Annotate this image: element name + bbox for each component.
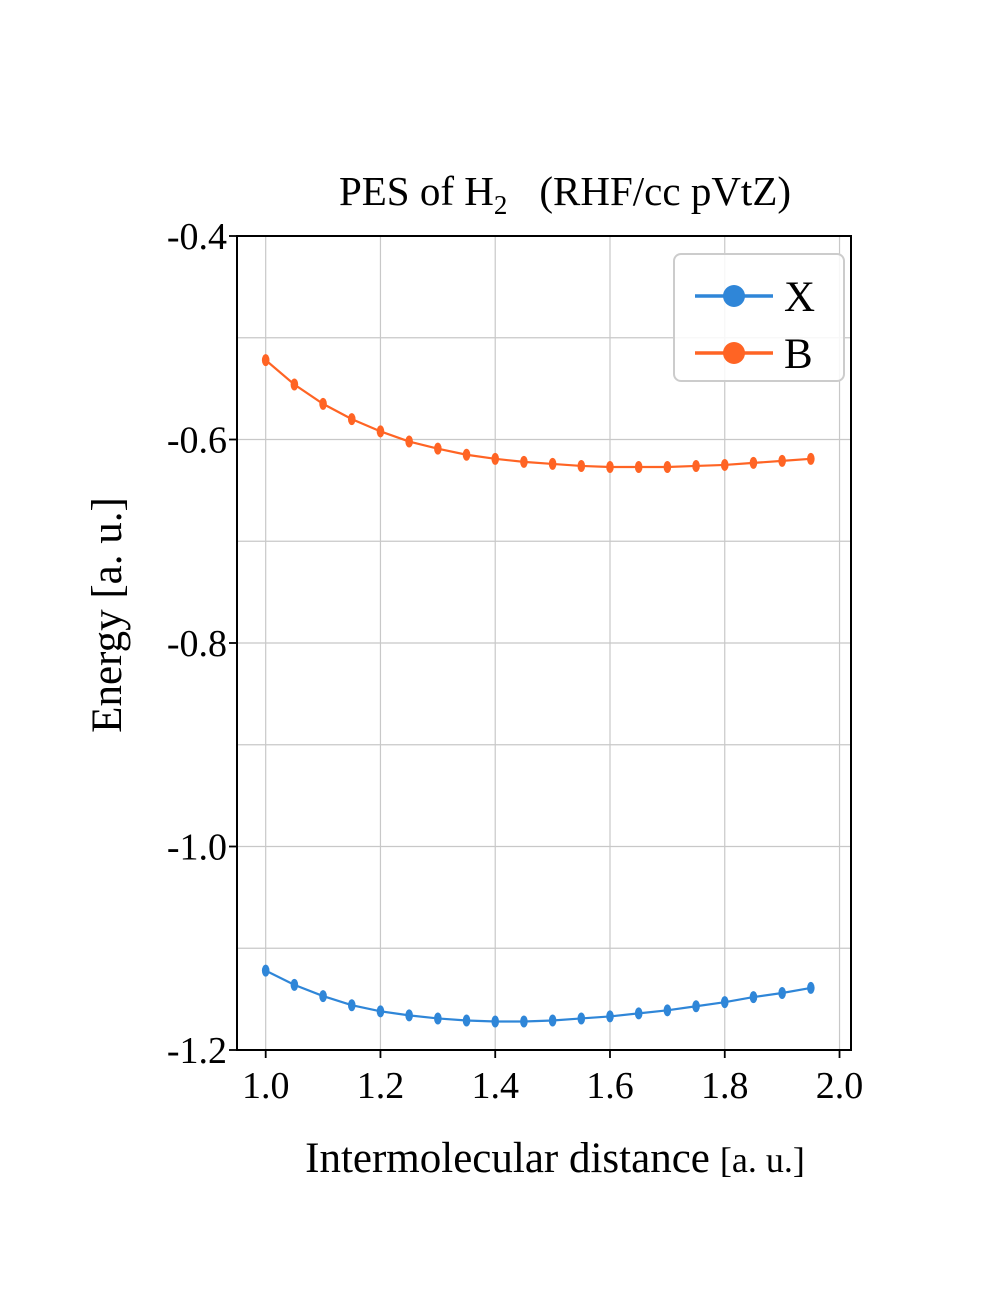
y-tick-label: -0.6 (167, 420, 227, 462)
data-point-b (290, 378, 299, 391)
series-line-x (265, 969, 812, 1023)
data-point-b (692, 459, 700, 472)
data-point-b (720, 458, 729, 471)
data-point-x (634, 1007, 643, 1020)
axis-ticks: 1.0 1.2 1.4 1.6 1.8 2.0 -1.2 -1.0 -0.8 -0.6 -0.4 (167, 216, 863, 1107)
x-tick-label: 2.0 (816, 1065, 864, 1107)
y-tick-label: -0.4 (167, 216, 227, 258)
data-point-x (261, 964, 270, 977)
data-point-b (405, 435, 413, 448)
data-point-b (462, 448, 471, 461)
y-tick-label: -1.2 (167, 1030, 227, 1072)
data-point-b (520, 455, 528, 468)
data-point-b (634, 460, 643, 473)
data-point-x (462, 1014, 471, 1027)
series-layer (261, 354, 815, 1028)
y-tick-label: -0.8 (167, 623, 227, 665)
data-point-b (261, 354, 270, 367)
data-point-b (319, 397, 327, 410)
chart-title-suffix: (RHF/cc pVtZ) (539, 168, 791, 214)
chart-title-prefix: PES of H (339, 168, 494, 214)
data-point-b (749, 456, 758, 469)
data-point-x (347, 999, 356, 1012)
series-line-b (264, 359, 811, 469)
y-tick-label: -1.0 (167, 827, 227, 869)
data-point-b (577, 459, 586, 472)
data-point-b (663, 460, 672, 473)
x-axis-label-unit: [a. u.] (720, 1140, 805, 1180)
data-point-x (434, 1012, 442, 1025)
data-point-b (606, 460, 614, 473)
y-axis-label: Energy [a. u.] (84, 497, 131, 733)
x-tick-label: 1.4 (471, 1065, 519, 1107)
series-b (261, 354, 815, 473)
x-tick-label: 1.8 (701, 1065, 749, 1107)
legend-marker-x (723, 285, 745, 307)
legend: XB (673, 253, 845, 382)
data-point-x (692, 1000, 700, 1013)
data-point-x (577, 1012, 586, 1025)
data-point-x (663, 1004, 672, 1017)
data-point-b (548, 457, 557, 470)
data-point-x (606, 1010, 614, 1023)
chart-title: PES of H2 (RHF/cc pVtZ) (339, 168, 791, 220)
legend-label-b: B (784, 331, 813, 378)
data-point-b (434, 442, 442, 455)
chart-title-subscript: 2 (494, 190, 508, 220)
data-point-b (491, 452, 500, 465)
data-point-x (290, 978, 299, 991)
data-point-x (520, 1015, 528, 1028)
data-point-x (749, 991, 758, 1004)
data-point-x (778, 987, 786, 1000)
data-point-x (548, 1014, 557, 1027)
legend-label-x: X (784, 274, 815, 321)
data-point-x (807, 981, 815, 994)
legend-marker-b (723, 342, 745, 364)
legend-entry-x: X (695, 274, 815, 321)
data-point-b (347, 413, 356, 426)
data-point-b (376, 425, 385, 438)
legend-box (673, 253, 845, 382)
data-point-b (807, 452, 815, 465)
data-point-x (319, 990, 327, 1003)
x-tick-label: 1.2 (357, 1065, 405, 1107)
x-axis-label-main: Intermolecular distance (305, 1135, 710, 1182)
x-axis-label: Intermolecular distance [a. u.] (305, 1135, 805, 1182)
x-tick-label: 1.0 (242, 1065, 290, 1107)
data-point-b (778, 454, 786, 467)
data-point-x (720, 996, 729, 1009)
legend-entry-b: B (695, 331, 813, 378)
x-tick-label: 1.6 (586, 1065, 634, 1107)
data-point-x (491, 1015, 500, 1028)
data-point-x (405, 1009, 413, 1022)
data-point-x (376, 1005, 385, 1018)
series-x (261, 964, 815, 1028)
